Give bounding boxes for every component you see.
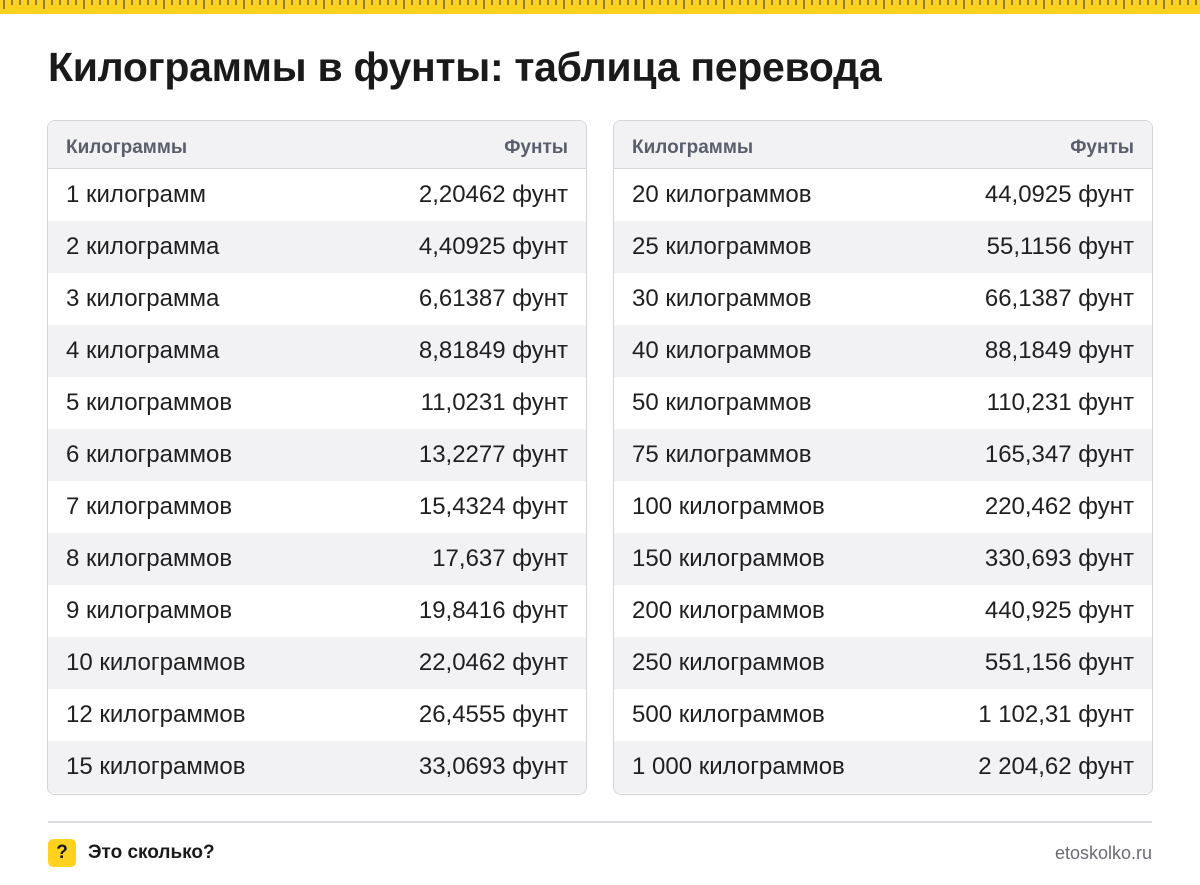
table-row: 15 килограммов 33,0693 фунт <box>48 741 586 793</box>
table-row: 100 килограммов 220,462 фунт <box>614 481 1152 533</box>
cell-kg: 150 килограммов <box>632 545 825 572</box>
header-pounds: Фунты <box>1070 136 1134 158</box>
brand-name: Это сколько? <box>88 842 215 863</box>
cell-kg: 2 килограмма <box>66 233 220 260</box>
table-row: 2 килограмма 4,40925 фунт <box>48 221 586 273</box>
cell-kg: 40 килограммов <box>632 337 812 364</box>
cell-kg: 7 килограммов <box>66 493 233 520</box>
table-row: 4 килограмма 8,81849 фунт <box>48 325 586 377</box>
cell-kg: 10 килограммов <box>66 649 246 676</box>
table-row: 250 килограммов 551,156 фунт <box>614 637 1152 689</box>
cell-kg: 9 килограммов <box>66 597 233 624</box>
cell-lb: 19,8416 фунт <box>418 597 568 624</box>
cell-lb: 110,231 фунт <box>986 389 1134 416</box>
ruler-ticks <box>0 0 1200 14</box>
header-kilograms: Килограммы <box>632 136 754 158</box>
ruler-strip <box>0 0 1200 14</box>
table-row: 500 килограммов 1 102,31 фунт <box>614 689 1152 741</box>
cell-lb: 2,20462 фунт <box>418 181 568 208</box>
cell-lb: 11,0231 фунт <box>420 389 568 416</box>
table-row: 40 килограммов 88,1849 фунт <box>614 325 1152 377</box>
cell-kg: 5 килограммов <box>66 389 233 416</box>
cell-kg: 15 килограммов <box>66 753 246 780</box>
cell-kg: 30 килограммов <box>632 285 812 312</box>
cell-kg: 200 килограммов <box>632 597 825 624</box>
cell-lb: 8,81849 фунт <box>418 337 568 364</box>
table-row: 1 000 килограммов 2 204,62 фунт <box>614 741 1152 793</box>
cell-lb: 33,0693 фунт <box>418 753 568 780</box>
cell-lb: 44,0925 фунт <box>984 181 1134 208</box>
cell-kg: 8 килограммов <box>66 545 233 572</box>
conversion-table-right: Килограммы Фунты 20 килограммов 44,0925 ф… <box>613 120 1153 795</box>
cell-lb: 66,1387 фунт <box>984 285 1134 312</box>
table-body: 1 килограмм 2,20462 фунт 2 килограмма 4,40… <box>48 169 586 793</box>
cell-kg: 12 килограммов <box>66 701 246 728</box>
conversion-table-left: Килограммы Фунты 1 килограмм 2,20462 фунт… <box>47 120 587 795</box>
footer-divider <box>48 821 1152 823</box>
table-row: 10 килограммов 22,0462 фунт <box>48 637 586 689</box>
table-row: 75 килограммов 165,347 фунт <box>614 429 1152 481</box>
cell-kg: 25 килограммов <box>632 233 812 260</box>
cell-lb: 6,61387 фунт <box>418 285 568 312</box>
table-row: 30 килограммов 66,1387 фунт <box>614 273 1152 325</box>
cell-lb: 17,637 фунт <box>432 545 568 572</box>
cell-lb: 551,156 фунт <box>984 649 1134 676</box>
cell-kg: 50 килограммов <box>632 389 812 416</box>
cell-lb: 15,4324 фунт <box>418 493 568 520</box>
table-row: 5 килограммов 11,0231 фунт <box>48 377 586 429</box>
cell-kg: 1 килограмм <box>66 181 206 208</box>
cell-kg: 1 000 килограммов <box>632 753 845 780</box>
cell-lb: 13,2277 фунт <box>418 441 568 468</box>
cell-lb: 440,925 фунт <box>984 597 1134 624</box>
table-row: 200 килограммов 440,925 фунт <box>614 585 1152 637</box>
table-header: Килограммы Фунты <box>614 121 1152 169</box>
question-mark-icon: ? <box>48 839 76 867</box>
cell-kg: 75 килограммов <box>632 441 812 468</box>
cell-lb: 4,40925 фунт <box>418 233 568 260</box>
header-kilograms: Килограммы <box>66 136 188 158</box>
cell-kg: 250 килограммов <box>632 649 825 676</box>
table-body: 20 килограммов 44,0925 фунт 25 килограммо… <box>614 169 1152 793</box>
table-row: 50 килограммов 110,231 фунт <box>614 377 1152 429</box>
table-row: 8 килограммов 17,637 фунт <box>48 533 586 585</box>
cell-lb: 22,0462 фунт <box>418 649 568 676</box>
table-row: 1 килограмм 2,20462 фунт <box>48 169 586 221</box>
cell-lb: 330,693 фунт <box>984 545 1134 572</box>
cell-lb: 88,1849 фунт <box>984 337 1134 364</box>
cell-lb: 26,4555 фунт <box>418 701 568 728</box>
site-url[interactable]: etoskolko.ru <box>1054 843 1152 863</box>
page-title: Килограммы в фунты: таблица перевода <box>48 44 882 90</box>
cell-kg: 6 килограммов <box>66 441 233 468</box>
cell-lb: 220,462 фунт <box>984 493 1134 520</box>
cell-kg: 500 килограммов <box>632 701 825 728</box>
cell-lb: 2 204,62 фунт <box>978 753 1134 780</box>
table-row: 12 килограммов 26,4555 фунт <box>48 689 586 741</box>
table-row: 150 килограммов 330,693 фунт <box>614 533 1152 585</box>
table-row: 25 килограммов 55,1156 фунт <box>614 221 1152 273</box>
header-pounds: Фунты <box>504 136 568 158</box>
table-row: 6 килограммов 13,2277 фунт <box>48 429 586 481</box>
cell-lb: 165,347 фунт <box>984 441 1134 468</box>
cell-kg: 100 килограммов <box>632 493 825 520</box>
cell-lb: 1 102,31 фунт <box>978 701 1134 728</box>
table-header: Килограммы Фунты <box>48 121 586 169</box>
cell-kg: 20 килограммов <box>632 181 812 208</box>
cell-lb: 55,1156 фунт <box>986 233 1134 260</box>
table-row: 20 килограммов 44,0925 фунт <box>614 169 1152 221</box>
table-row: 3 килограмма 6,61387 фунт <box>48 273 586 325</box>
cell-kg: 3 килограмма <box>66 285 220 312</box>
cell-kg: 4 килограмма <box>66 337 220 364</box>
table-row: 7 килограммов 15,4324 фунт <box>48 481 586 533</box>
table-row: 9 килограммов 19,8416 фунт <box>48 585 586 637</box>
